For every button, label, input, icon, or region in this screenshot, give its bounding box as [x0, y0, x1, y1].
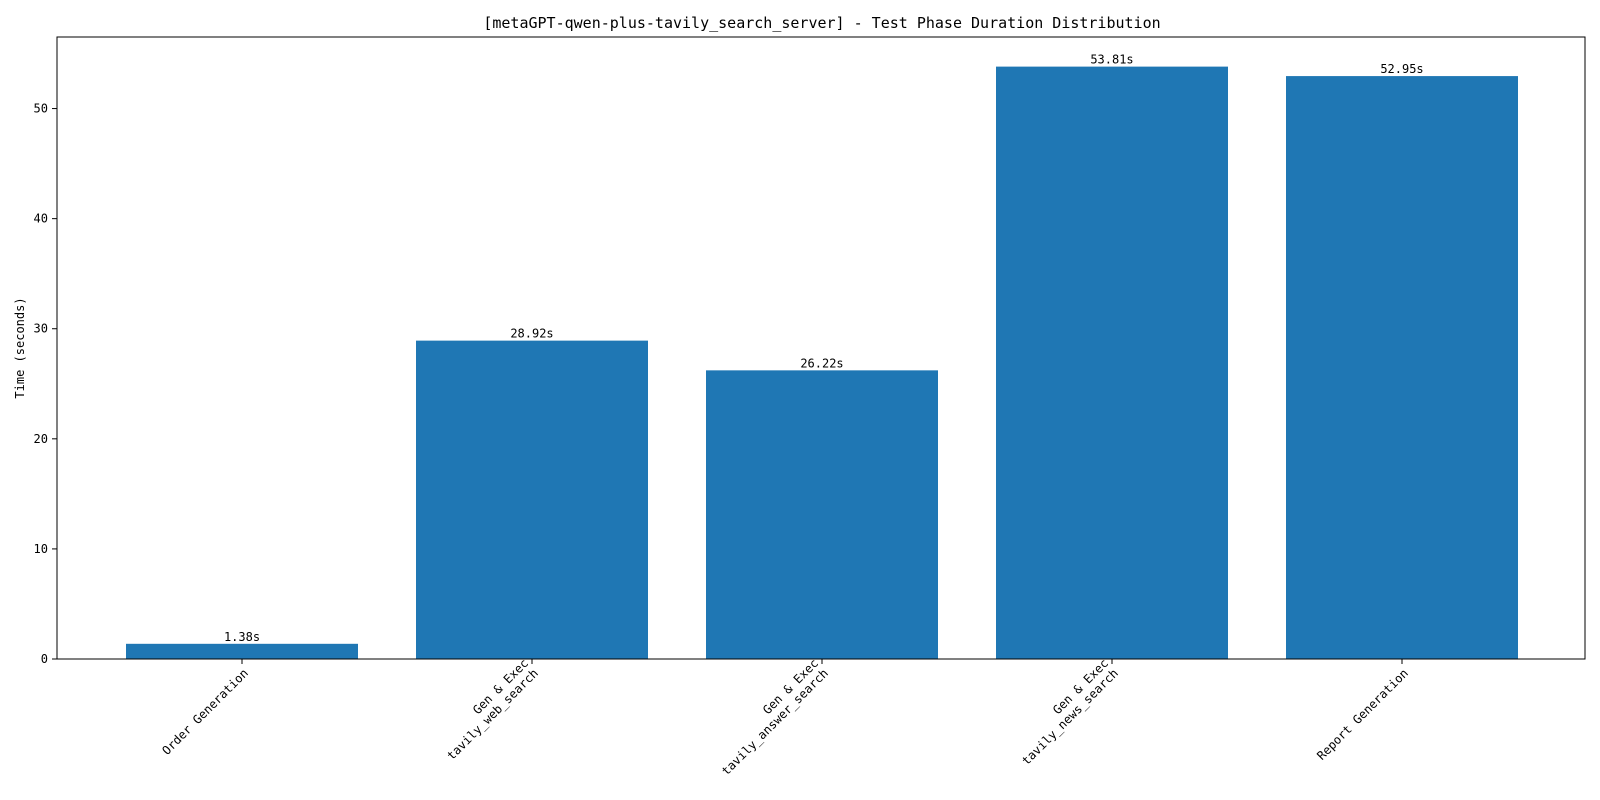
bar-3: [996, 66, 1228, 659]
bar-value-label-4: 52.95s: [1380, 62, 1423, 76]
y-axis-label: Time (seconds): [13, 297, 27, 398]
x-tick-label-1: Gen & Exectavily_web_search: [434, 656, 541, 763]
plot-area-frame: [56, 36, 1586, 660]
x-tick-label-line: tavily_news_search: [1019, 666, 1121, 768]
x-axis-ticks: Order Generation Gen & Exectavily_web_sea…: [159, 656, 1411, 778]
y-tick-label-4: 40: [34, 212, 48, 226]
x-tick-label-line: tavily_answer_search: [719, 666, 831, 778]
x-tick-label-0: Order Generation: [159, 666, 251, 758]
x-tick-label-3: Gen & Exectavily_news_search: [1009, 656, 1121, 768]
x-tick-label-4: Report Generation: [1314, 666, 1411, 763]
bar-1: [416, 340, 648, 659]
y-tick-label-5: 50: [34, 102, 48, 116]
bar-value-labels: 1.38s 28.92s 26.22s 53.81s 52.95s: [224, 53, 1424, 644]
bar-value-label-2: 26.22s: [800, 356, 843, 370]
y-tick-label-1: 10: [34, 542, 48, 556]
bar-value-label-1: 28.92s: [510, 327, 553, 341]
bar-value-label-3: 53.81s: [1090, 53, 1133, 67]
x-tick-label-2: Gen & Exectavily_answer_search: [709, 656, 831, 778]
x-tick-label-line: Order Generation: [159, 666, 251, 758]
x-tick-label-line: Report Generation: [1314, 666, 1411, 763]
bars-group: [126, 66, 1518, 659]
bar-4: [1286, 76, 1518, 659]
y-axis-ticks: 0 10 20 30 40 50: [34, 102, 57, 666]
x-tick-label-line: tavily_web_search: [444, 666, 541, 763]
chart-title: [metaGPT-qwen-plus-tavily_search_server]…: [483, 14, 1160, 32]
y-tick-label-2: 20: [34, 432, 48, 446]
y-tick-label-0: 0: [41, 652, 48, 666]
bar-2: [706, 370, 938, 659]
y-tick-label-3: 30: [34, 322, 48, 336]
bar-0: [126, 643, 358, 659]
bar-value-label-0: 1.38s: [224, 630, 260, 644]
